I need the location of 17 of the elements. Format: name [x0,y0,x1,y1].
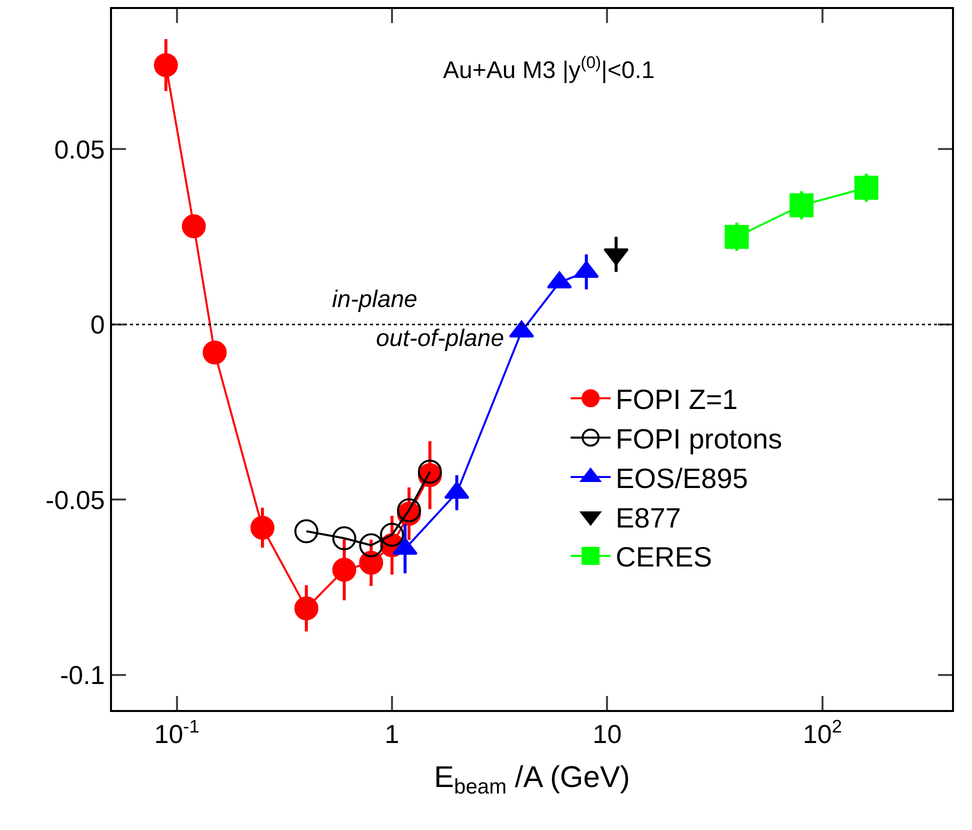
annotation: Au+Au M3 |y$^{(0)}$|<0.1 [443,53,655,84]
x-tick-label: 10 [592,719,622,750]
x-tick-label: 10$^{2}$ [802,716,842,750]
legend-label: FOPI Z=1 [616,384,738,416]
legend-label: E877 [616,502,682,534]
annotation: out-of-plane [376,325,504,352]
legend-label: CERES [616,542,712,573]
x-tick-label: 10$^{-1}$ [154,716,200,750]
y-tick-label: -0.05 [46,484,105,515]
x-axis-title: E$_{beam}$ /A (GeV) [434,761,630,798]
legend-label: EOS/E895 [616,462,748,494]
y-tick-label: 0.05 [54,134,105,164]
x-tick-label: 1 [384,719,400,750]
y-tick-label: -0.1 [60,660,105,690]
annotation: in-plane [332,286,418,313]
y-tick-label: 0 [90,310,105,340]
legend-label: FOPI protons [616,424,782,455]
